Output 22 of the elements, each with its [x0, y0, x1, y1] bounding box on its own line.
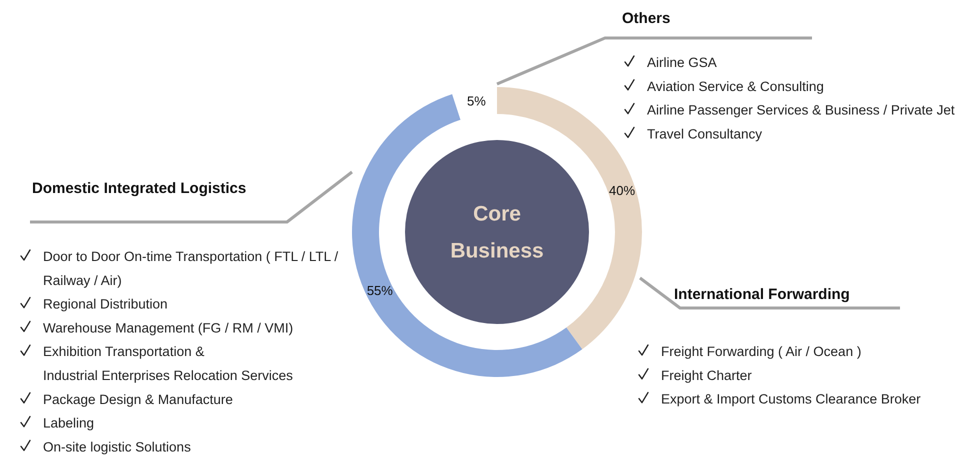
text: Regional Distribution	[43, 296, 168, 312]
slice-label: Domestic Integrated Logistics	[32, 180, 246, 197]
data-label: 55%	[366, 283, 394, 298]
text: Airline GSA	[647, 55, 717, 70]
text: Aviation Service & Consulting	[647, 78, 824, 94]
text: Core Business	[450, 202, 544, 262]
text: Door to Door On-time Transportation ( FTL / LTL / Railway / Air)	[43, 249, 338, 288]
text: Exhibition Transportation & Industrial Enterprises Relocation Services	[43, 344, 294, 383]
slice-label: Others	[622, 10, 670, 27]
text: Labeling	[43, 416, 94, 431]
text: Warehouse Management (FG / RM / VMI)	[43, 320, 294, 336]
donut-slice	[352, 94, 582, 377]
text: Package Design & Manufacture	[43, 392, 233, 407]
text: Airline Passenger Services & Business / Private Jet	[647, 102, 955, 118]
data-label: 40%	[609, 182, 636, 198]
text: Freight Forwarding ( Air / Ocean )	[661, 344, 862, 359]
text: Travel Consultancy	[647, 126, 762, 142]
text: Export & Import Customs Clearance Broker	[661, 392, 922, 407]
text: Freight Charter	[661, 368, 752, 383]
text: On-site logistic Solutions	[43, 439, 192, 454]
slice-label: International Forwarding	[674, 286, 850, 303]
data-label: 5%	[467, 94, 486, 109]
